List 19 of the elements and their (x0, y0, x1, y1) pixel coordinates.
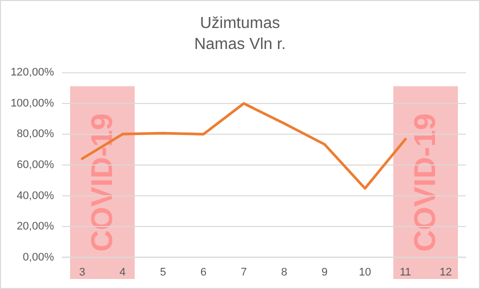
x-tick-label: 5 (160, 266, 166, 278)
y-tick-label: 100,00% (10, 97, 54, 110)
y-tick-label: 120,00% (10, 66, 54, 79)
y-tick-label: 80,00% (16, 128, 54, 140)
y-tick-label: 60,00% (16, 159, 54, 171)
x-tick-label: 7 (240, 266, 247, 278)
y-tick-label: 40,00% (16, 190, 54, 202)
x-tick-label: 11 (400, 266, 412, 278)
x-tick-label: 3 (79, 266, 86, 278)
x-tick-label: 6 (200, 266, 206, 278)
y-tick-label: 20,00% (16, 220, 54, 233)
x-tick-label: 8 (281, 266, 288, 278)
y-tick-label: 0,00% (22, 251, 54, 264)
x-tick-label: 10 (358, 266, 372, 278)
x-tick-label: 9 (322, 266, 328, 278)
chart-title: Užimtumas (200, 15, 280, 32)
x-tick-label: 4 (120, 266, 126, 278)
x-tick-label: 12 (440, 266, 452, 278)
chart-subtitle: Namas Vln r. (194, 36, 286, 53)
